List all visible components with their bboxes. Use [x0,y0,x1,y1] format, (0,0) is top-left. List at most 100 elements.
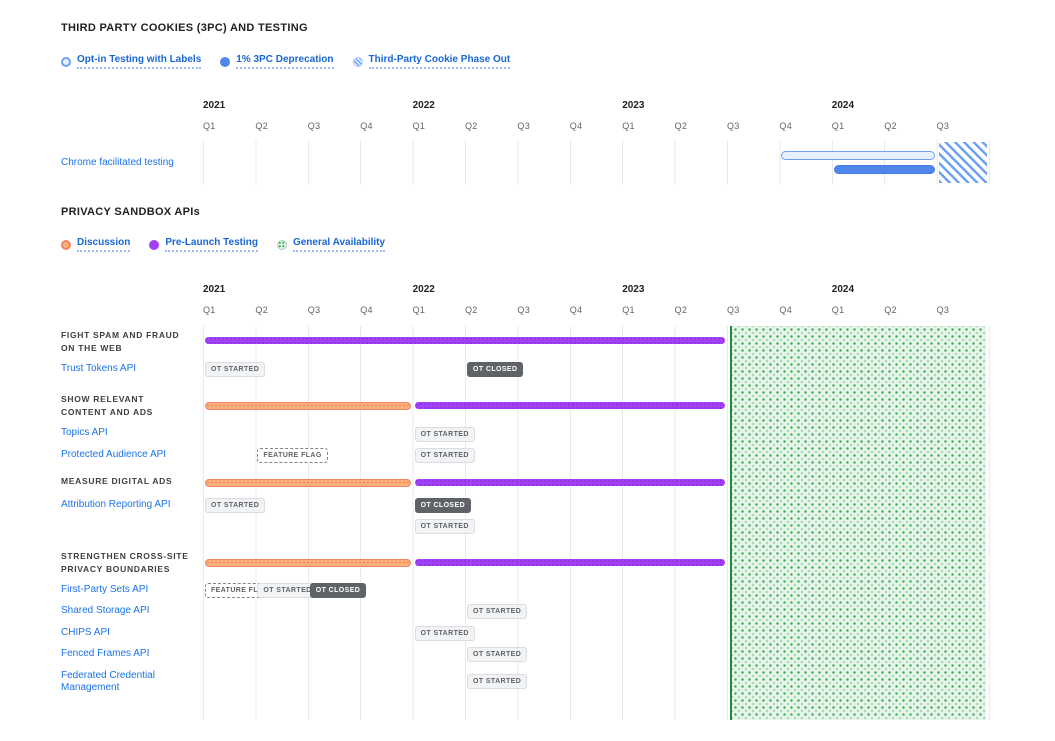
axis-quarter-label: Q2 [674,121,688,131]
axis-quarter-label: Q4 [779,121,792,131]
gantt-bar-prelaunch [205,337,725,344]
row-link-chrome-facilitated-testing[interactable]: Chrome facilitated testing [61,157,174,168]
milestone-badge: OT STARTED [467,647,528,662]
legend-label-general-availability: General Availability [292,237,386,252]
api-link-attribution-reporting[interactable]: Attribution Reporting API [61,499,171,510]
axis-quarter-label: Q2 [255,305,268,315]
axis-quarter-label: Q3 [307,121,321,131]
milestone-badge: OT CLOSED [309,583,367,598]
timeline-grid-3pc [203,140,990,185]
axis-quarter-label: Q3 [727,121,740,131]
phase-out-swatch-icon [352,56,363,67]
api-link-topics[interactable]: Topics API [61,427,108,438]
badge-line-chips: OT STARTED [203,626,990,641]
badge-line-trust-tokens: OT STARTED OT CLOSED [203,362,990,377]
axis-quarter-label: Q1 [622,121,635,131]
milestone-badge: OT STARTED [257,583,318,598]
deprecation-swatch-icon [220,56,231,67]
milestone-badge: OT STARTED [205,498,266,513]
milestone-badge: OT CLOSED [467,362,524,377]
group-label-line: ON THE WEB [61,343,123,353]
axis-year-label: 2021 [203,100,226,111]
gantt-bar-deprecation [833,165,935,174]
axis-quarter-label: Q3 [936,305,950,315]
timeline-axis-3pc: 2021 2022 2023 2024 Q1 Q2 Q3 Q4 Q1 Q2 Q3 Q4 Q1 Q2 Q3 Q4… [203,100,993,134]
axis-year-label: 2023 [622,100,645,111]
group-label-strengthen-boundaries: STRENGTHEN CROSS-SITE PRIVACY BOUNDARIES [61,550,211,576]
legend-item-discussion[interactable]: Discussion [61,237,131,252]
api-link-first-party-sets[interactable]: First-Party Sets API [61,584,149,595]
group-label-line: CONTENT AND ADS [61,407,154,417]
gantt-bar-discussion [205,402,411,410]
general-availability-swatch-icon [276,239,287,250]
api-link-trust-tokens[interactable]: Trust Tokens API [61,363,137,374]
legend-apis: Discussion Pre-Launch Testing General Av… [61,237,386,252]
axis-quarter-label: Q3 [517,305,530,315]
axis-quarter-label: Q2 [884,121,897,131]
milestone-badge: OT STARTED [205,362,266,377]
api-link-chips[interactable]: CHIPS API [61,627,110,638]
milestone-badge: OT STARTED [467,674,528,689]
axis-year-label: 2024 [831,100,855,111]
gantt-bar-phaseout [938,142,987,183]
axis-year-label: 2021 [203,284,226,295]
group-label-line: STRENGTHEN CROSS-SITE [61,551,189,561]
axis-quarter-label: Q3 [517,121,530,131]
legend-item-optin-testing[interactable]: Opt-in Testing with Labels [61,54,202,69]
group-label-fight-spam: FIGHT SPAM AND FRAUD ON THE WEB [61,329,211,355]
gantt-bar-discussion [205,479,411,487]
badge-line-attribution-reporting: OT STARTED OT CLOSED OT STARTED [203,498,990,534]
axis-quarter-label: Q2 [884,305,897,315]
api-link-shared-storage[interactable]: Shared Storage API [61,605,150,616]
axis-quarter-label: Q1 [412,121,426,131]
bar-line-chrome-facilitated-testing [203,140,990,185]
gantt-bar-prelaunch [414,559,725,566]
axis-quarter-label: Q4 [360,121,373,131]
axis-year-label: 2022 [412,284,435,295]
legend-item-prelaunch-testing[interactable]: Pre-Launch Testing [149,237,258,252]
legend-item-1pct-deprecation[interactable]: 1% 3PC Deprecation [220,54,334,69]
optin-testing-swatch-icon [61,56,71,67]
group-label-line: PRIVACY BOUNDARIES [61,564,171,574]
axis-quarter-label: Q1 [622,305,635,315]
milestone-badge: OT CLOSED [414,498,472,513]
milestone-badge: OT STARTED [414,626,475,641]
milestone-badge: OT STARTED [467,604,528,619]
gantt-bar-optin [781,151,935,160]
api-link-protected-audience[interactable]: Protected Audience API [61,449,167,460]
axis-quarter-label: Q4 [569,121,583,131]
group-label-line: FIGHT SPAM AND FRAUD [61,330,180,340]
bar-line-measure-ads [203,479,990,492]
discussion-swatch-icon [61,239,71,250]
axis-year-label: 2023 [622,284,645,295]
bar-line-show-relevant [203,402,990,415]
legend-label-optin-testing: Opt-in Testing with Labels [77,54,202,69]
general-availability-region [730,326,986,720]
timeline-axis-apis: 2021 2022 2023 2024 Q1 Q2 Q3 Q4 Q1 Q2 Q3 Q4 Q1 Q2 Q3 Q4… [203,284,993,318]
milestone-badge: FEATURE FLAG [257,448,328,463]
axis-quarter-label: Q2 [255,121,268,131]
api-link-fedcm[interactable]: Federated Credential Management [61,670,155,693]
badge-line-topics: OT STARTED [203,427,990,442]
group-label-show-relevant: SHOW RELEVANT CONTENT AND ADS [61,393,211,419]
badge-line-protected-audience: FEATURE FLAG OT STARTED [203,448,990,463]
legend-label-prelaunch-testing: Pre-Launch Testing [165,237,258,252]
bar-line-strengthen-boundaries [203,559,990,572]
axis-quarter-label: Q1 [203,305,216,315]
axis-quarter-label: Q1 [412,305,426,315]
axis-quarter-label: Q2 [465,305,478,315]
axis-quarter-label: Q3 [307,305,321,315]
legend-item-cookie-phase-out[interactable]: Third-Party Cookie Phase Out [352,54,511,69]
api-link-fenced-frames[interactable]: Fenced Frames API [61,648,150,659]
axis-quarter-label: Q4 [360,305,373,315]
legend-label-cookie-phase-out: Third-Party Cookie Phase Out [368,54,511,69]
axis-quarter-label: Q2 [465,121,478,131]
axis-quarter-label: Q4 [779,305,792,315]
axis-quarter-label: Q4 [569,305,583,315]
axis-quarter-label: Q1 [831,121,845,131]
axis-quarter-label: Q1 [203,121,216,131]
group-label-measure-ads: MEASURE DIGITAL ADS [61,475,211,488]
legend-item-general-availability[interactable]: General Availability [276,237,386,252]
legend-label-1pct-deprecation: 1% 3PC Deprecation [236,54,334,69]
